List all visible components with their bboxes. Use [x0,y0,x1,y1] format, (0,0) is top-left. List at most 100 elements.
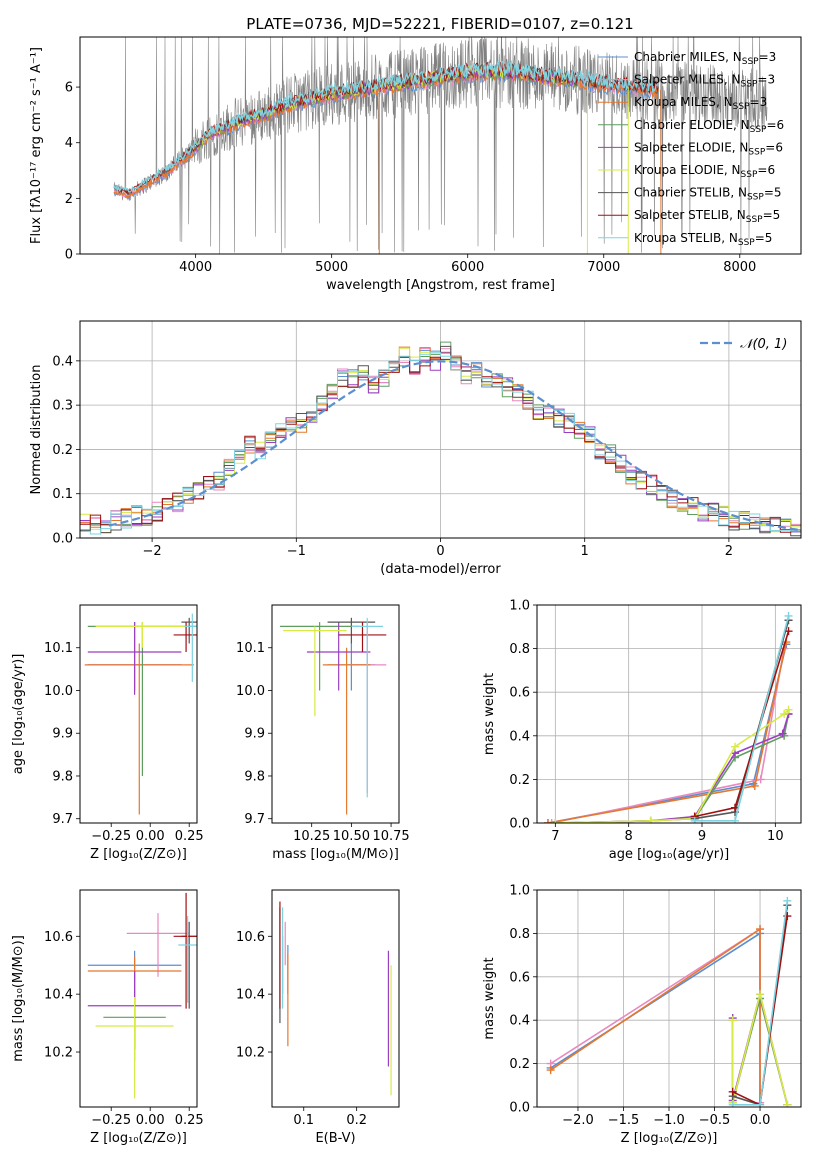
y-axis-label: mass [log₁₀(M/M⊙)] [11,935,26,1062]
x-tick-label: 0.1 [293,1113,314,1128]
x-axis-label: E(B-V) [315,1131,355,1146]
y-tick-label: 0.0 [52,532,73,547]
y-tick-label: 0.3 [52,399,73,414]
age_vs_mass-plot-area [279,617,387,815]
weight-line-salpeter-miles [550,927,761,1103]
weight-marker [756,925,765,934]
y-tick-label: 0.1 [52,487,73,502]
x-tick-label: 0 [436,544,444,559]
x-tick-label: 8000 [723,260,756,275]
y-tick-label: 0.2 [52,443,73,458]
y-tick-label: 0.2 [509,773,530,788]
legend-entry: Kroupa ELODIE, NSSP=6 [634,163,775,180]
x-tick-label: −1.5 [608,1113,640,1128]
weight-marker [756,990,765,999]
y-tick-label: 10.4 [236,988,265,1003]
residuals-plot-area [80,321,801,538]
x-tick-label: 6000 [451,260,484,275]
weight-marker [546,1066,555,1075]
y-tick-label: 9.7 [244,812,265,827]
weight-marker [783,896,792,905]
weight-marker [778,729,787,738]
y-tick-label: 10.0 [236,684,265,699]
x-tick-label: −1.0 [653,1113,685,1128]
axes-frame [271,889,400,1108]
weight-marker [646,816,655,823]
weight-line-kroupa-miles [547,641,788,823]
y-tick-label: 0.2 [509,1057,530,1072]
x-axis-label: mass [log₁₀(M/M⊙)] [272,847,399,862]
weight-marker [544,819,552,823]
y-tick-label: 10.6 [44,930,73,945]
x-tick-label: 9 [698,829,706,844]
x-tick-label: 1 [581,544,589,559]
y-tick-label: 4 [65,136,73,151]
x-tick-label: 5000 [315,260,348,275]
x-axis-label: Z [log₁₀(Z/Z⊙)] [90,847,187,862]
weight-marker [547,819,556,823]
x-axis-label: Z [log₁₀(Z/Z⊙)] [90,1131,187,1146]
x-tick-label: 10 [767,829,784,844]
model-line-salpeter-stelib [113,61,659,195]
y-tick-label: 0 [65,248,73,263]
y-tick-label: 0.4 [52,354,73,369]
weight-marker [728,1016,737,1025]
weight-marker [784,611,793,620]
x-axis-label: age [log₁₀(age/yr)] [609,847,730,862]
weight-marker [728,1087,737,1096]
residuals-panel: −2 −1 0 1 2 0.0 0.1 0.2 0.3 0.4 (data-model)/error… [29,320,802,577]
axes-frame [79,36,802,255]
x-tick-label: 0.2 [346,1113,367,1128]
y-tick-label: 0.6 [509,970,530,985]
weight-marker [756,1100,765,1107]
legend-entry: Salpeter STELIB, NSSP=5 [634,208,780,225]
axes-frame [536,889,802,1108]
weight-marker [780,710,789,718]
x-tick-label: 10.50 [333,829,370,844]
weight-marker [728,1100,737,1107]
hist-step-kroupa-stelib [80,352,801,535]
y-tick-label: 10.2 [44,1046,73,1061]
weight-line-kroupa-elodie [555,709,790,823]
legend-entry: Kroupa STELIB, NSSP=5 [634,231,772,248]
legend-entry: Kroupa MILES, NSSP=3 [634,95,767,112]
x-tick-label: 8 [625,829,633,844]
x-tick-label: 0.25 [175,829,204,844]
gaussian-curve [108,360,799,531]
age_vs_mass-panel: 10.25 10.50 10.75 9.7 9.8 9.9 10.0 10.1 mass [lo… [236,604,410,862]
x-tick-label: 7 [551,829,559,844]
x-tick-label: −0.5 [699,1113,731,1128]
y-tick-label: 1.0 [509,884,530,899]
weight-marker [784,627,793,636]
legend-entry: Chabrier STELIB, NSSP=5 [634,186,782,203]
x-tick-label: 0.00 [136,829,165,844]
legend-entry: Salpeter ELODIE, NSSP=6 [634,140,783,157]
spectrum-panel: 4000 5000 6000 7000 8000 0 2 4 6 wavelength [Angs… [29,36,802,293]
y-tick-label: 0.4 [509,729,530,744]
mass_vs_ebv-panel: 0.1 0.2 10.2 10.4 10.6 E(B-V) [236,889,400,1146]
y-tick-label: 10.1 [236,641,265,656]
age_vs_Z-panel: −0.25 0.00 0.25 9.7 9.8 9.9 10.0 10.1 Z [log₁₀(Z… [11,604,204,862]
figure-title: PLATE=0736, MJD=52221, FIBERID=0107, z=0… [246,15,633,33]
x-tick-label: −2.0 [562,1113,594,1128]
weight-line-chabrier-stelib [694,620,790,820]
legend-entry-gaussian: 𝒩(0, 1) [740,337,787,352]
spectrum-plot-area [113,37,768,254]
axes-frame [271,604,400,824]
y-tick-label: 0.8 [509,927,530,942]
weight-line-salpeter-elodie [555,713,790,823]
weight-line-chabrier-miles [547,644,788,823]
legend-entry: Salpeter MILES, NSSP=3 [634,73,775,90]
massweight_vs_Z-plot-area [537,890,801,1107]
y-axis-label: Flux [fλ10⁻¹⁷ erg cm⁻² s⁻¹ A⁻¹] [29,47,44,244]
model-line-kroupa-stelib [113,59,659,193]
weight-marker [783,1100,792,1107]
y-tick-label: 9.9 [244,727,265,742]
massweight_vs_age-plot-area [537,605,801,823]
x-tick-label: 0.0 [750,1113,771,1128]
weight-line-kroupa-elodie [731,994,789,1105]
y-tick-label: 6 [65,81,73,96]
y-axis-label: mass weight [482,957,497,1039]
mass_vs_ebv-plot-area [279,901,392,1096]
